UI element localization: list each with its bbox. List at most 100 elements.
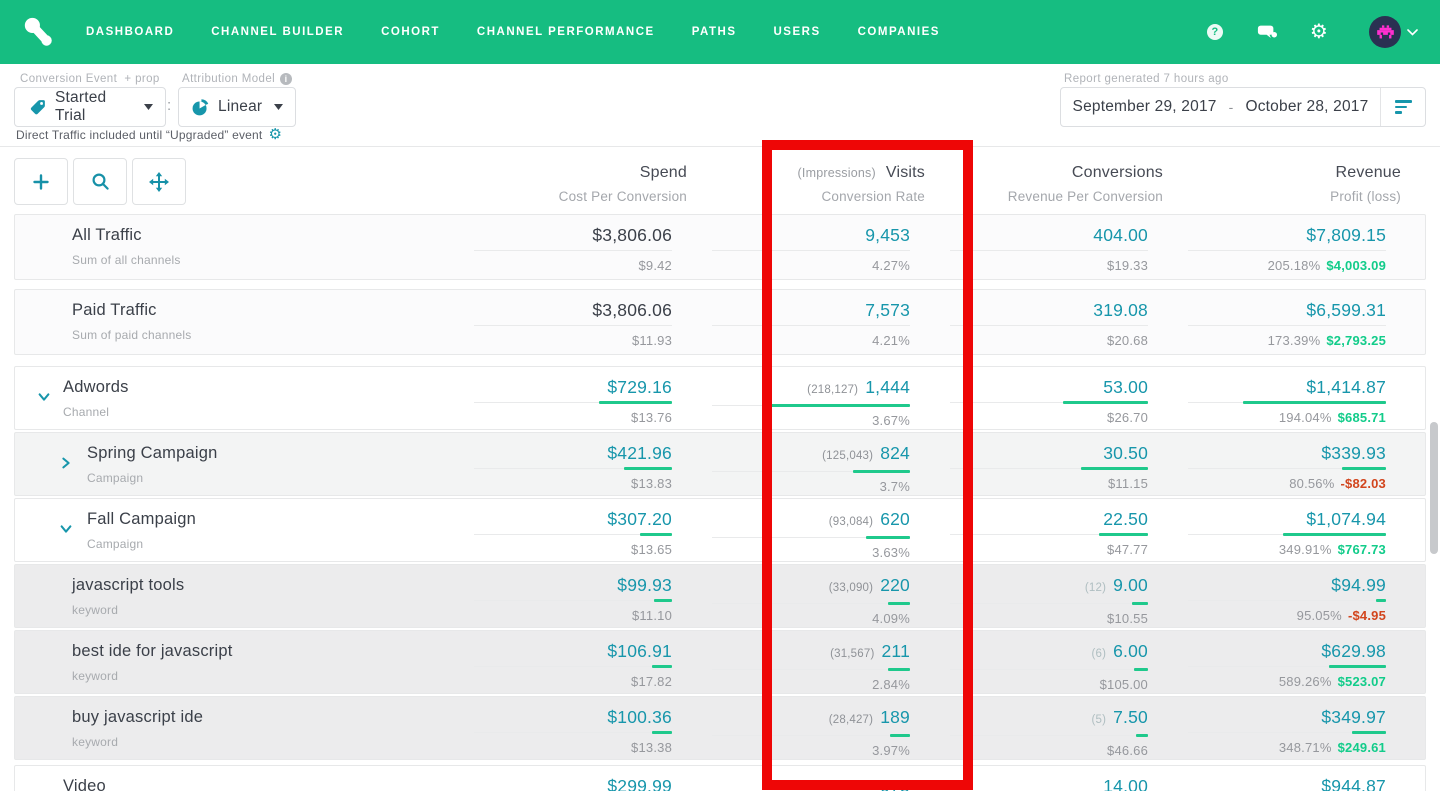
date-filter-button[interactable] <box>1380 88 1425 126</box>
cost-per-conversion: $13.65 <box>631 542 672 557</box>
conversions-value: 6.00 <box>1113 641 1148 661</box>
expand-chevron-icon[interactable] <box>59 522 73 536</box>
scrollbar-thumb[interactable] <box>1430 422 1438 554</box>
user-menu[interactable] <box>1369 16 1418 48</box>
revenue-value: $944.87 <box>1321 776 1386 791</box>
row-name-cell: buy javascript ide keyword <box>15 697 434 759</box>
revenue-per-conversion: $10.55 <box>1107 611 1148 626</box>
row-name-cell: javascript tools keyword <box>15 565 434 627</box>
note-settings-gear-icon[interactable]: ⚙ <box>268 126 283 143</box>
visits-value: 824 <box>880 443 910 463</box>
revenue-cell: $944.87 <box>1148 766 1386 791</box>
report-generated-label: Report generated 7 hours ago <box>1064 73 1229 85</box>
revenue-per-conversion: $105.00 <box>1099 677 1148 692</box>
chat-icon[interactable] <box>1257 22 1277 42</box>
conversions-value: 53.00 <box>1103 377 1148 397</box>
plus-icon <box>33 173 49 190</box>
conversion-count: (5) <box>1091 714 1107 726</box>
conversions-cell: 319.08 $20.68 <box>910 290 1148 354</box>
gear-icon[interactable]: ⚙ <box>1309 21 1329 43</box>
visits-cell: 975 <box>672 766 910 791</box>
nav-item-channel-performance[interactable]: CHANNEL PERFORMANCE <box>476 26 655 38</box>
header-spend[interactable]: Spend Cost Per Conversion <box>558 164 687 204</box>
header-conversions[interactable]: Conversions Revenue Per Conversion <box>1007 164 1163 204</box>
attribution-model-dropdown[interactable]: Linear <box>178 87 296 127</box>
caret-down-icon <box>1407 28 1418 36</box>
conversion-rate: 3.7% <box>879 479 910 494</box>
row-type: keyword <box>72 603 119 617</box>
conversion-event-dropdown[interactable]: Started Trial <box>14 87 166 127</box>
nav-item-paths[interactable]: PATHS <box>691 26 737 38</box>
row-name-cell: All Traffic Sum of all channels <box>15 215 434 279</box>
conversion-count: (6) <box>1091 648 1107 660</box>
table-row[interactable]: Spring Campaign Campaign $421.96 $13.83 … <box>14 432 1426 496</box>
nav-menu: DASHBOARD CHANNEL BUILDER COHORT CHANNEL PE… <box>86 26 940 38</box>
visits-value: 620 <box>880 509 910 529</box>
nav-item-channel-builder[interactable]: CHANNEL BUILDER <box>211 26 345 38</box>
table-row[interactable]: Fall Campaign Campaign $307.20 $13.65 (9… <box>14 498 1426 562</box>
nav-item-dashboard[interactable]: DASHBOARD <box>86 26 175 38</box>
conversion-rate: 3.63% <box>872 545 910 560</box>
expand-chevron-icon[interactable] <box>59 456 73 470</box>
impressions-count: (28,427) <box>828 714 874 726</box>
add-channel-button[interactable] <box>14 158 68 205</box>
header-visits[interactable]: (Impressions) Visits Conversion Rate <box>797 164 925 204</box>
table-row[interactable]: best ide for javascript keyword $106.91 … <box>14 630 1426 694</box>
revenue-bar <box>1188 401 1386 404</box>
visits-value: 189 <box>880 707 910 727</box>
spend-cell: $99.93 $11.10 <box>434 565 672 627</box>
row-name-cell: best ide for javascript keyword <box>15 631 434 693</box>
date-range-picker[interactable]: September 29, 2017 - October 28, 2017 <box>1060 87 1426 127</box>
nav-item-users[interactable]: USERS <box>773 26 821 38</box>
info-icon[interactable]: i <box>280 73 293 85</box>
add-prop-link[interactable]: + prop <box>124 73 160 85</box>
table-row[interactable]: Adwords Channel $729.16 $13.76 (218,127)… <box>14 366 1426 430</box>
visits-value: 7,573 <box>865 300 910 320</box>
impressions-count: (33,090) <box>828 582 874 594</box>
conversions-bar <box>950 602 1148 605</box>
revenue-per-conversion: $47.77 <box>1107 542 1148 557</box>
cost-per-conversion: $11.10 <box>632 608 672 623</box>
nav-item-cohort[interactable]: COHORT <box>381 26 440 38</box>
spend-cell: $106.91 $17.82 <box>434 631 672 693</box>
revenue-per-conversion: $20.68 <box>1107 333 1148 348</box>
visits-cell: (93,084) 620 3.63% <box>672 499 910 561</box>
profit-value: $523.07 <box>1337 674 1386 689</box>
conversions-cell: 14.00 <box>910 766 1148 791</box>
table-row[interactable]: Paid Traffic Sum of paid channels $3,806… <box>14 289 1426 355</box>
table-row[interactable]: All Traffic Sum of all channels $3,806.0… <box>14 214 1426 280</box>
cost-per-conversion: $13.38 <box>631 740 672 755</box>
spend-bar <box>474 599 672 602</box>
conversions-value: 319.08 <box>1093 300 1148 320</box>
row-title: Fall Campaign <box>87 510 196 528</box>
app-logo-icon[interactable] <box>22 15 56 49</box>
spend-value: $307.20 <box>607 509 672 529</box>
spend-value: $99.93 <box>617 575 672 595</box>
profit-percent: 349.91% <box>1278 542 1332 557</box>
conversions-value: 404.00 <box>1093 225 1148 245</box>
header-revenue[interactable]: Revenue Profit (loss) <box>1330 164 1401 204</box>
table-row[interactable]: buy javascript ide keyword $100.36 $13.3… <box>14 696 1426 760</box>
expand-chevron-icon[interactable] <box>37 390 51 404</box>
attribution-model-label: Attribution Model i <box>182 73 293 85</box>
nav-item-companies[interactable]: COMPANIES <box>857 26 940 38</box>
visits-bar <box>712 470 910 473</box>
avatar[interactable] <box>1369 16 1401 48</box>
revenue-value: $6,599.31 <box>1306 300 1386 320</box>
search-button[interactable] <box>73 158 127 205</box>
row-type: Sum of paid channels <box>72 328 192 342</box>
filter-separator: : <box>167 97 172 114</box>
help-icon[interactable]: ? <box>1205 22 1225 42</box>
conversion-event-label: Conversion Event + prop <box>20 73 160 85</box>
profit-percent: 348.71% <box>1278 740 1332 755</box>
reorder-button[interactable] <box>132 158 186 205</box>
conversions-bar <box>950 668 1148 671</box>
revenue-cell: $629.98 589.26% $523.07 <box>1148 631 1386 693</box>
table-row[interactable]: Video Channel $299.99 975 14.00 $944.87 <box>14 765 1426 791</box>
spend-value: $106.91 <box>607 641 672 661</box>
spend-bar <box>474 665 672 668</box>
table-row[interactable]: javascript tools keyword $99.93 $11.10 (… <box>14 564 1426 628</box>
spend-value: $421.96 <box>607 443 672 463</box>
row-title: buy javascript ide <box>72 708 204 726</box>
